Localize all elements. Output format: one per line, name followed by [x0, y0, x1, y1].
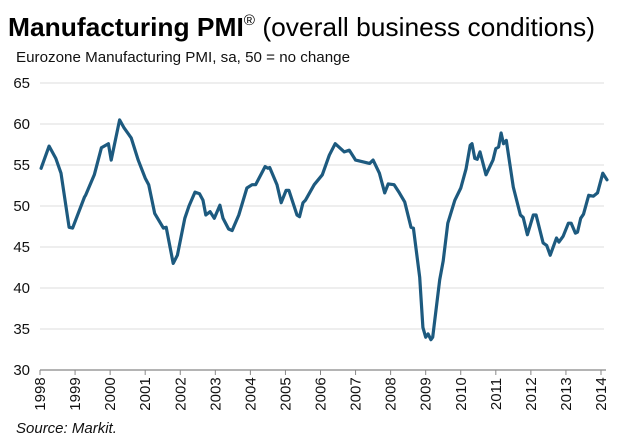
- y-tick-label: 40: [13, 280, 30, 297]
- x-tick-label: 2008: [383, 377, 400, 410]
- chart-title-main: Manufacturing PMI: [8, 12, 244, 42]
- x-tick-label: 2009: [418, 377, 435, 410]
- x-tick-label: 2000: [102, 377, 119, 410]
- x-tick-label: 2007: [348, 377, 365, 410]
- x-tick-label: 2011: [488, 378, 505, 410]
- y-tick-label: 45: [13, 239, 30, 256]
- x-tick-label: 2010: [453, 377, 470, 410]
- registered-mark: ®: [244, 12, 255, 29]
- chart-title-suffix: (overall business conditions): [255, 12, 595, 42]
- source-note: Source: Markit.: [16, 420, 117, 437]
- x-tick-label: 2004: [242, 377, 259, 410]
- x-tick-label: 2012: [523, 377, 540, 410]
- y-tick-label: 30: [13, 362, 30, 379]
- chart-subtitle: Eurozone Manufacturing PMI, sa, 50 = no …: [16, 49, 350, 66]
- series-line-eurozone-pmi: [39, 118, 609, 342]
- x-tick-label: 2013: [558, 377, 575, 410]
- y-tick-label: 55: [13, 157, 30, 174]
- y-axis: 30 35 40 45 50 55 60 65: [13, 75, 30, 379]
- x-tick-label: 2006: [313, 377, 330, 410]
- x-tick-label: 2014: [593, 377, 610, 410]
- y-tick-label: 65: [13, 75, 30, 92]
- y-tick-label: 35: [13, 321, 30, 338]
- x-tick-label: 2001: [137, 377, 154, 410]
- y-tick-label: 60: [13, 116, 30, 133]
- x-tick-label: 2003: [207, 377, 224, 410]
- gridlines: [40, 82, 604, 330]
- x-tick-label: 1998: [32, 377, 49, 410]
- x-axis: 1998 1999 2000 2001 2002 2003 2004 2005 2006 2007…: [32, 369, 610, 411]
- y-tick-label: 50: [13, 198, 30, 215]
- x-tick-label: 2002: [172, 377, 189, 410]
- x-tick-label: 1999: [67, 377, 84, 410]
- chart-title: Manufacturing PMI ® (overall business con…: [8, 12, 595, 42]
- x-tick-label: 2005: [277, 377, 294, 410]
